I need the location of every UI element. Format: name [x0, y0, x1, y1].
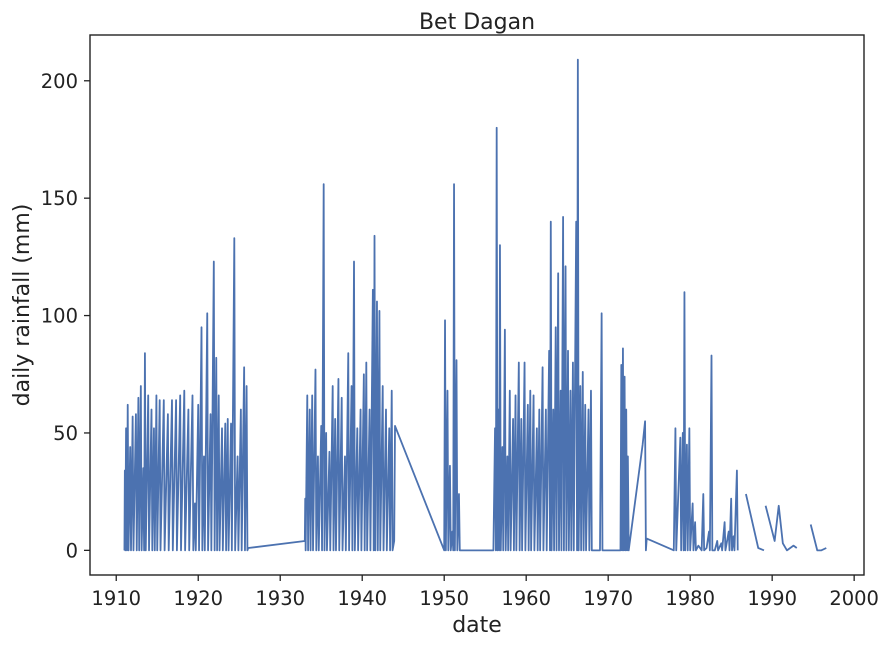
y-axis: 0 50 100 150 200: [41, 70, 90, 562]
x-axis-title: date: [452, 613, 502, 638]
rainfall-series-line-1: [745, 493, 765, 552]
x-tick-label: 1950: [419, 587, 469, 610]
x-tick-label: 1970: [583, 587, 633, 610]
y-axis-title: daily rainfall (mm): [10, 204, 35, 407]
rainfall-series-line-2: [764, 504, 798, 552]
x-tick-label: 1960: [501, 587, 551, 610]
y-tick-label: 100: [41, 305, 78, 328]
y-tick-label: 0: [66, 539, 78, 562]
x-tick-label: 1980: [665, 587, 715, 610]
x-tick-label: 2000: [829, 587, 879, 610]
x-tick-label: 1990: [747, 587, 797, 610]
x-axis: 1910 1920 1930 1940 1950 1960 1970 1980 1990 2000: [91, 575, 879, 610]
x-tick-label: 1930: [255, 587, 305, 610]
y-tick-label: 200: [41, 70, 78, 93]
x-tick-label: 1920: [173, 587, 223, 610]
rainfall-series-line-3: [809, 524, 827, 552]
plot-area: [123, 58, 827, 552]
plot-frame: [89, 34, 865, 576]
chart-title: Bet Dagan: [419, 10, 535, 35]
y-tick-label: 150: [41, 187, 78, 210]
rainfall-series-line-0: [123, 58, 739, 552]
y-tick-label: 50: [53, 422, 78, 445]
x-tick-label: 1910: [91, 587, 141, 610]
x-tick-label: 1940: [337, 587, 387, 610]
